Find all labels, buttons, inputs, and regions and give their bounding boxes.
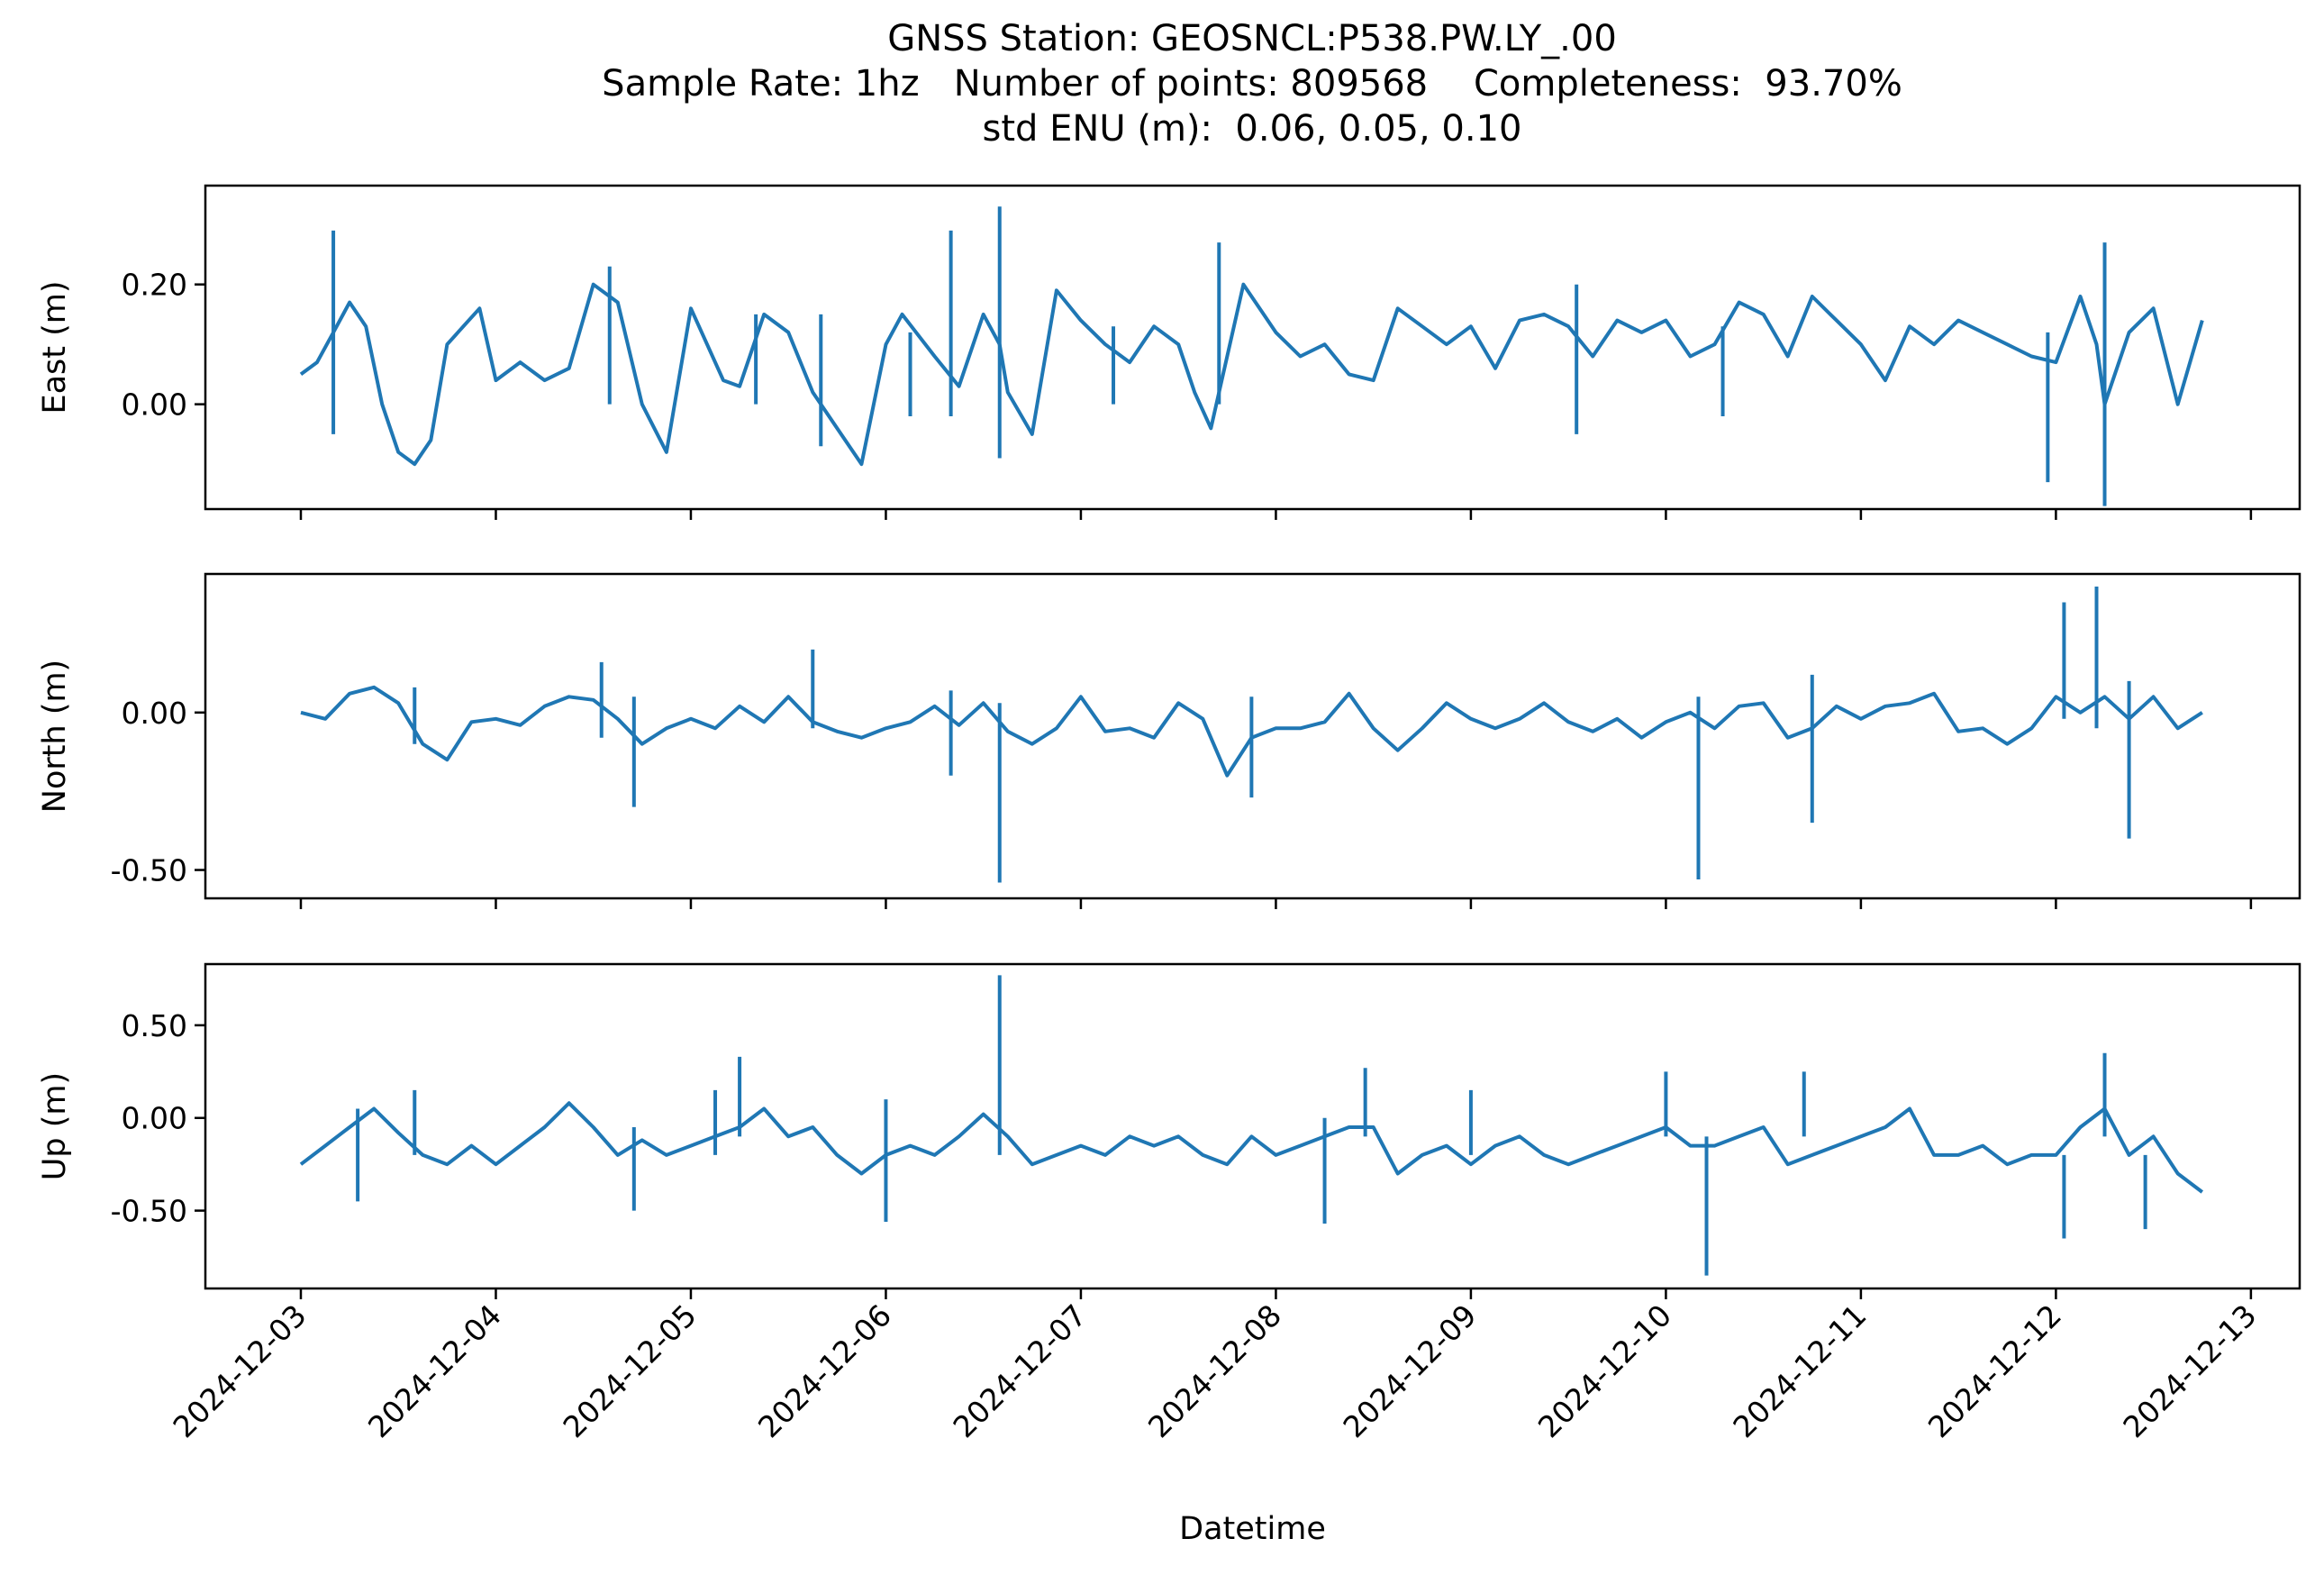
panel-0: 0.00 0.20 East (m) (37, 184, 2301, 520)
ylabel-1: North (m) (37, 660, 73, 813)
xtick-label-6: 2024-12-09 (1336, 1297, 1483, 1444)
xtick-label-10: 2024-12-13 (2116, 1297, 2263, 1444)
panel-1: 0.00 -0.50 North (m) (37, 572, 2301, 909)
xtick-label-9: 2024-12-12 (1921, 1297, 2068, 1444)
ytick-label-0-0: 0.00 (122, 387, 187, 423)
title-station: GNSS Station: GEOSNCL:P538.PW.LY_.00 (887, 18, 1617, 59)
ytick-label-2-1: 0.00 (122, 1101, 187, 1136)
ytick-label-1-0: 0.00 (122, 696, 187, 731)
xtick-label-3: 2024-12-06 (751, 1297, 898, 1444)
xtick-label-8: 2024-12-11 (1726, 1297, 1873, 1444)
ytick-label-1-1: -0.50 (111, 853, 187, 888)
xlabel: Datetime (1179, 1511, 1326, 1547)
ylabel-2: Up (m) (37, 1072, 73, 1180)
title-sampling: Sample Rate: 1hz Number of points: 80956… (602, 63, 1902, 105)
axes-frame-1 (204, 572, 2301, 900)
xtick-label-1: 2024-12-04 (361, 1297, 508, 1444)
title-std: std ENU (m): 0.06, 0.05, 0.10 (982, 108, 1522, 150)
xtick-label-2: 2024-12-05 (556, 1297, 703, 1444)
series-line-0 (299, 282, 2204, 467)
xtick-label-5: 2024-12-08 (1141, 1297, 1288, 1444)
xtick-label-4: 2024-12-07 (946, 1297, 1093, 1444)
panel-2: 0.50 0.00 -0.50 Up (m) 2024-12-03 2024-12-04 2… (37, 962, 2301, 1547)
ylabel-0: East (m) (37, 280, 73, 414)
xtick-label-0: 2024-12-03 (166, 1297, 313, 1444)
ytick-label-2-0: 0.50 (122, 1008, 187, 1043)
chart-title: GNSS Station: GEOSNCL:P538.PW.LY_.00 Sam… (0, 16, 2324, 151)
axes-frame-2 (204, 962, 2301, 1290)
series-line-2 (299, 1101, 2204, 1194)
ytick-label-2-2: -0.50 (111, 1194, 187, 1229)
ytick-label-0-1: 0.20 (122, 268, 187, 303)
axes-frame-0 (204, 184, 2301, 511)
xtick-label-7: 2024-12-10 (1531, 1297, 1678, 1444)
